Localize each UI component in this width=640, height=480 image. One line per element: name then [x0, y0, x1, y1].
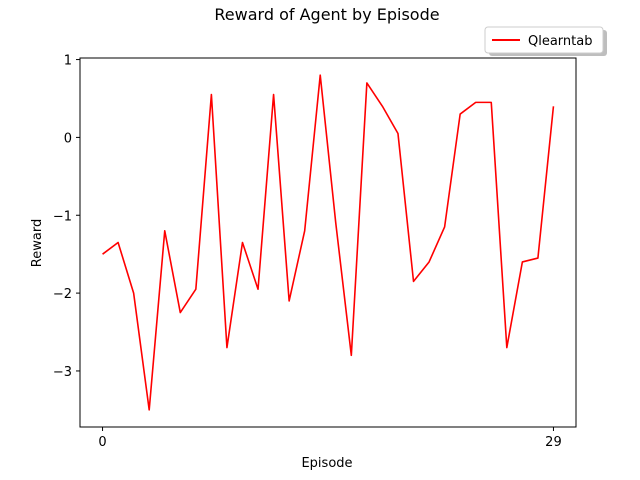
x-tick-label: 0 [98, 435, 106, 450]
legend: Qlearntab [484, 26, 607, 56]
y-tick-label: 1 [64, 54, 72, 69]
x-axis: 0 29 [98, 427, 562, 450]
y-axis-label: Reward [30, 219, 45, 267]
legend-frame [484, 26, 604, 54]
y-tick-label: 0 [64, 131, 72, 146]
legend-label-qlearntab: Qlearntab [528, 34, 592, 49]
y-tick-label: −2 [53, 287, 72, 302]
chart-title: Reward of Agent by Episode [214, 5, 439, 24]
plot-area [79, 57, 577, 428]
series-layer [102, 74, 555, 411]
y-tick-label: −1 [53, 209, 72, 224]
x-tick-label: 29 [545, 435, 562, 450]
y-tick-label: −3 [53, 365, 72, 380]
x-axis-label: Episode [301, 456, 352, 471]
y-axis: −3 −2 −1 0 1 [53, 54, 80, 380]
series-line-qlearntab [102, 74, 555, 411]
